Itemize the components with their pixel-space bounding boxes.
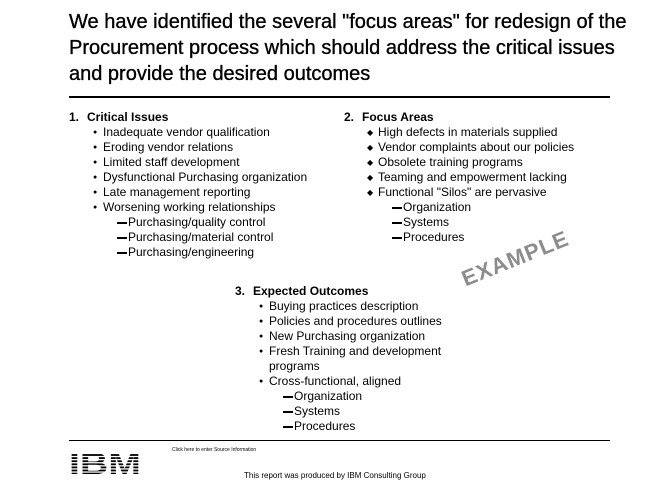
list-item: New Purchasing organization — [235, 329, 442, 344]
ibm-striped-logo-icon: IBM — [69, 451, 141, 475]
list-item: Inadequate vendor qualification — [69, 125, 307, 140]
list-item: Obsolete training programs — [344, 155, 574, 170]
list-item-continuation: programs — [269, 359, 320, 373]
sub-list-item: Purchasing/quality control — [69, 215, 307, 230]
section-heading: 1. Critical Issues — [69, 110, 307, 125]
list-item: Late management reporting — [69, 185, 307, 200]
list-item: Vendor complaints about our policies — [344, 140, 574, 155]
section-title: Critical Issues — [87, 110, 169, 124]
source-information-placeholder[interactable]: Click here to enter Source Information — [172, 447, 257, 453]
footer-credit: This report was produced by IBM Consulti… — [244, 471, 426, 480]
list-item: Limited staff development — [69, 155, 307, 170]
list-item: Teaming and empowerment lacking — [344, 170, 574, 185]
section-number: 2. — [344, 110, 355, 124]
section-expected-outcomes: 3. Expected Outcomes Buying practices des… — [235, 284, 442, 434]
list-item: Fresh Training and development — [235, 344, 442, 359]
list-item: Eroding vendor relations — [69, 140, 307, 155]
section-focus-areas: 2. Focus Areas High defects in materials … — [344, 110, 574, 245]
section-number: 3. — [235, 284, 246, 298]
critical-issues-list: Inadequate vendor qualification Eroding … — [69, 125, 307, 260]
sub-list-item: Purchasing/material control — [69, 230, 307, 245]
sub-list-item: Purchasing/engineering — [69, 245, 307, 260]
list-item: Buying practices description — [235, 299, 442, 314]
sub-list-item: Organization — [344, 200, 574, 215]
section-title: Focus Areas — [362, 110, 434, 124]
expected-outcomes-list: Buying practices description Policies an… — [235, 299, 442, 434]
section-heading: 3. Expected Outcomes — [235, 284, 442, 299]
section-critical-issues: 1. Critical Issues Inadequate vendor qual… — [69, 110, 307, 260]
sub-list-item: Procedures — [235, 419, 442, 434]
section-number: 1. — [69, 110, 80, 124]
list-item: Cross-functional, aligned — [235, 374, 442, 389]
slide-title: We have identified the several "focus ar… — [69, 11, 627, 85]
sub-list-item: Systems — [235, 404, 442, 419]
list-item: Functional "Silos" are pervasive — [344, 185, 574, 200]
list-item: Policies and procedures outlines — [235, 314, 442, 329]
list-item: High defects in materials supplied — [344, 125, 574, 140]
sub-list-item: Procedures — [344, 230, 574, 245]
section-title: Expected Outcomes — [253, 284, 369, 298]
list-item: Worsening working relationships — [69, 200, 307, 215]
sub-list-item: Systems — [344, 215, 574, 230]
section-heading: 2. Focus Areas — [344, 110, 574, 125]
list-item: Dysfunctional Purchasing organization — [69, 170, 307, 185]
footer-divider — [69, 440, 610, 441]
focus-areas-list: High defects in materials supplied Vendo… — [344, 125, 574, 245]
title-divider — [69, 96, 610, 98]
sub-list-item: Organization — [235, 389, 442, 404]
